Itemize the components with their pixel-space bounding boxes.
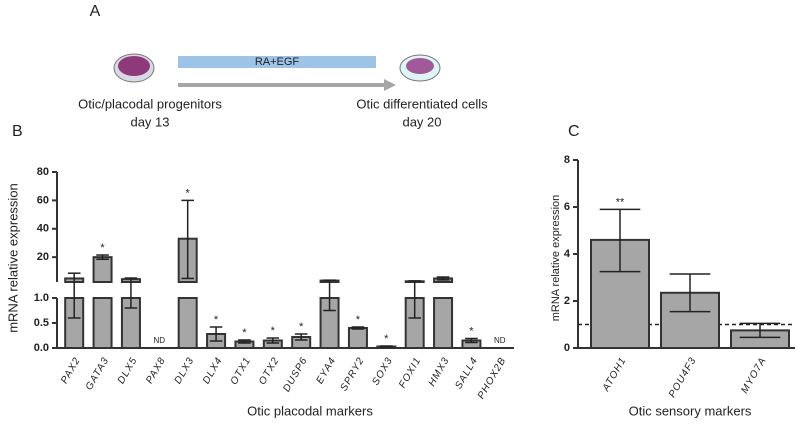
bar <box>347 327 368 349</box>
x-tick-label: PAX2 <box>59 355 83 385</box>
x-tick-label: DLX3 <box>173 355 197 386</box>
y-tick-label: 60 <box>37 194 49 206</box>
annotation: ND <box>154 336 166 345</box>
dish-cells <box>406 58 434 74</box>
x-tick-label: FOXI1 <box>397 355 423 390</box>
annotation: * <box>271 325 276 337</box>
x-tick-label: EYA4 <box>314 355 338 386</box>
y-tick-label: 6 <box>564 201 570 213</box>
stage-day: day 13 <box>130 114 169 129</box>
y-tick-label: 20 <box>37 251 49 263</box>
x-axis-label: Otic sensory markers <box>629 403 752 418</box>
x-tick-label: MYO7A <box>739 355 769 395</box>
x-tick-label: ATOH1 <box>600 355 629 394</box>
bar <box>177 297 198 349</box>
y-tick-label: 1.0 <box>34 292 49 304</box>
y-tick-label: 80 <box>37 166 49 178</box>
x-tick-label: SALL4 <box>453 355 480 391</box>
y-tick-label: 2 <box>564 295 570 307</box>
y-tick-label: 40 <box>37 223 49 235</box>
panel-label: B <box>12 123 23 140</box>
y-tick-label: 0.0 <box>34 342 49 354</box>
x-tick-label: PHOX2B <box>476 355 509 401</box>
bar <box>433 297 454 349</box>
y-tick-label: 0 <box>564 342 570 354</box>
x-tick-label: DUSP6 <box>281 355 310 394</box>
y-axis-label: mRNA relative expression <box>5 183 20 333</box>
x-tick-label: SOX3 <box>370 355 395 387</box>
bar <box>92 297 113 349</box>
annotation: * <box>384 333 389 345</box>
x-tick-label: PAX8 <box>144 355 168 385</box>
treatment-bar <box>178 56 376 68</box>
y-tick-label: 8 <box>564 154 570 166</box>
annotation: ND <box>494 336 506 345</box>
y-tick-label: 0.5 <box>34 317 49 329</box>
x-axis-label: Otic placodal markers <box>247 403 373 418</box>
y-tick-label: 4 <box>564 248 571 260</box>
dish-cells <box>118 56 150 76</box>
x-tick-label: GATA3 <box>84 355 112 392</box>
annotation: * <box>242 327 247 339</box>
panel-a: A RA+EGF Otic/placodal progenitors day 1… <box>78 3 488 129</box>
treatment-label: RA+EGF <box>255 56 300 68</box>
annotation: ** <box>616 196 625 208</box>
annotation: * <box>299 321 304 333</box>
annotation: * <box>100 242 105 254</box>
stage-day: day 20 <box>402 114 441 129</box>
annotation: * <box>186 187 191 199</box>
arrow-head <box>384 79 396 91</box>
x-tick-label: DLX5 <box>116 355 140 386</box>
bar <box>92 256 113 283</box>
x-tick-label: HMX3 <box>427 355 452 388</box>
x-tick-label: OTX2 <box>257 355 282 387</box>
stage-label: Otic/placodal progenitors <box>78 96 222 111</box>
annotation: * <box>214 314 219 326</box>
annotation: * <box>356 314 361 326</box>
annotation: * <box>469 325 474 337</box>
x-tick-label: SPRY2 <box>339 355 367 393</box>
panel-label: A <box>90 3 101 20</box>
x-tick-label: POU4F3 <box>667 355 699 399</box>
y-axis-label: mRNA relative expression <box>550 195 562 322</box>
panel-label: C <box>568 123 580 140</box>
x-tick-label: DLX4 <box>201 355 225 386</box>
stage-label: Otic differentiated cells <box>356 96 488 111</box>
x-tick-label: OTX1 <box>229 355 254 387</box>
